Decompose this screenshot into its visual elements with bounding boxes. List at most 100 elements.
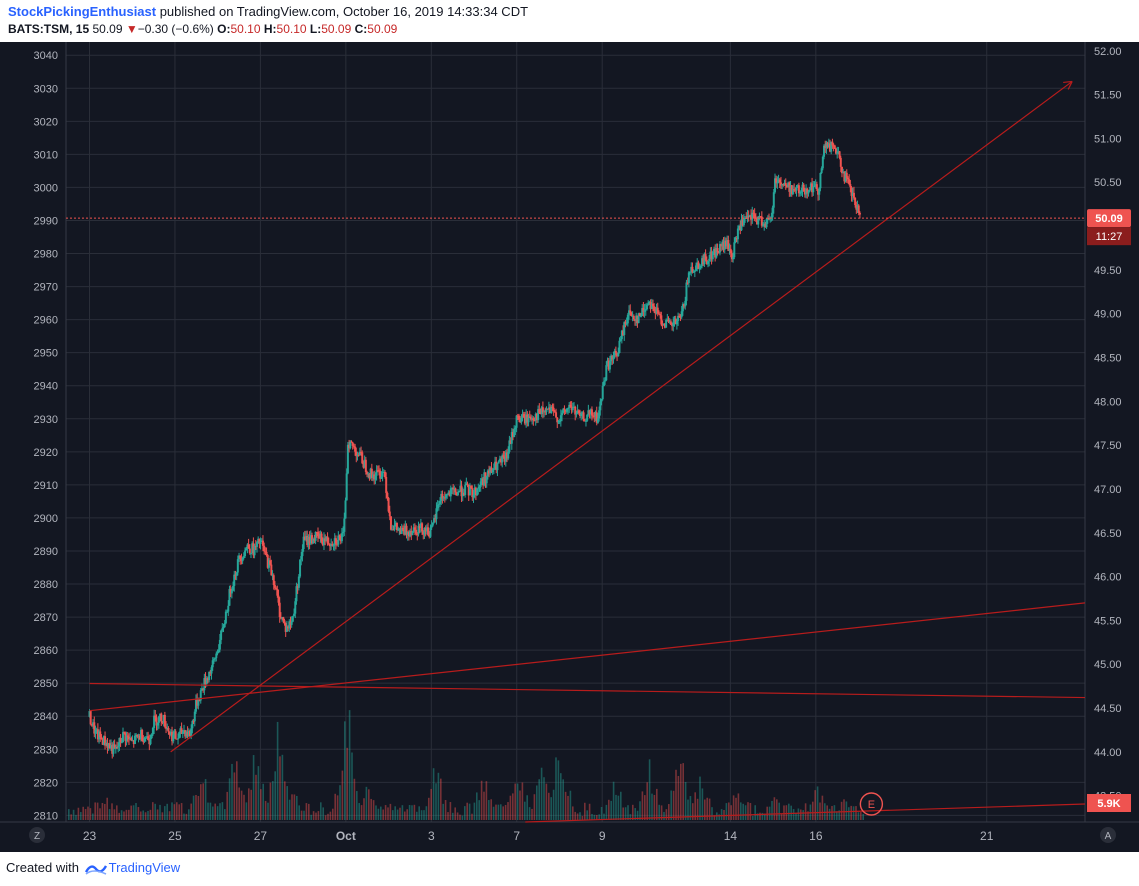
- candle-body: [558, 421, 561, 423]
- right-axis-tick-label: 46.00: [1094, 572, 1122, 584]
- volume-bar: [195, 794, 197, 820]
- candle-body: [534, 413, 537, 421]
- candle-body: [245, 548, 248, 551]
- candle-body: [424, 527, 427, 532]
- left-axis-tick-label: 2890: [34, 546, 58, 558]
- symbol-label[interactable]: BATS:TSM, 15: [8, 22, 90, 36]
- volume-bar: [123, 811, 125, 820]
- volume-bar: [641, 791, 644, 820]
- volume-bar: [128, 809, 130, 820]
- candle-body: [382, 471, 385, 473]
- candle-body: [836, 152, 839, 154]
- volume-bar: [725, 803, 728, 820]
- candle-body: [138, 735, 141, 740]
- volume-bar: [567, 795, 569, 820]
- candle-body: [266, 555, 269, 568]
- candle-body: [235, 572, 238, 576]
- right-axis-tick-label: 47.00: [1094, 484, 1122, 496]
- candle-body: [508, 440, 511, 452]
- candle-body: [400, 527, 403, 534]
- left-axis-tick-label: 3010: [34, 149, 58, 161]
- volume-bar: [377, 808, 380, 820]
- candle-body: [441, 493, 444, 499]
- candle-body: [401, 527, 404, 530]
- left-axis-tick-label: 3040: [34, 50, 58, 62]
- volume-bar: [488, 800, 490, 820]
- volume-bar: [387, 807, 389, 820]
- volume-bar: [339, 785, 341, 820]
- volume-bar: [797, 808, 800, 820]
- candle-body: [669, 321, 672, 325]
- candle-body: [216, 652, 219, 654]
- candle-body: [706, 261, 709, 264]
- candle-body: [616, 352, 619, 357]
- volume-bar: [260, 789, 262, 820]
- candle-body: [259, 541, 262, 545]
- volume-bar: [68, 809, 70, 820]
- volume-bar: [821, 795, 824, 820]
- author-link[interactable]: StockPickingEnthusiast: [8, 4, 157, 19]
- volume-bar: [305, 803, 308, 820]
- candle-body: [492, 468, 495, 471]
- candle-body: [838, 151, 841, 158]
- volume-bar: [560, 773, 562, 820]
- candle-body: [656, 307, 659, 314]
- left-axis-tick-label: 2910: [34, 480, 58, 492]
- volume-bar: [233, 772, 236, 820]
- volume-bar: [252, 755, 255, 820]
- candle-body: [501, 455, 504, 463]
- candle-body: [247, 544, 250, 549]
- candle-body: [817, 189, 820, 195]
- volume-bar: [300, 810, 303, 820]
- volume-bar: [461, 815, 464, 820]
- earnings-marker-label: E: [868, 799, 875, 811]
- candle-body: [772, 192, 775, 208]
- volume-bar: [370, 798, 372, 820]
- x-axis-tick-label: 21: [980, 829, 994, 843]
- candle-body: [568, 404, 571, 409]
- volume-bar: [766, 806, 768, 820]
- volume-bar: [212, 806, 214, 820]
- tradingview-link[interactable]: TradingView: [108, 860, 181, 875]
- candle-body: [405, 525, 408, 535]
- candle-body: [556, 417, 559, 423]
- candle-body: [629, 310, 632, 313]
- chart-frame[interactable]: 3040 3030 3020 3010 3000 2990 2980 2970 2960 2950…: [0, 42, 1139, 852]
- candle-body: [521, 413, 524, 418]
- candle-body: [101, 739, 104, 745]
- candle-body: [704, 254, 707, 260]
- price-chart[interactable]: 3040 3030 3020 3010 3000 2990 2980 2970 2960 2950…: [0, 42, 1139, 852]
- candle-body: [581, 412, 584, 414]
- volume-bar: [394, 806, 396, 820]
- volume-bar: [704, 799, 706, 820]
- candle-body: [848, 179, 851, 185]
- volume-bar: [238, 787, 240, 820]
- volume-bar: [125, 809, 128, 820]
- trendline: [525, 803, 1086, 823]
- candle-body: [831, 141, 834, 146]
- candle-body: [705, 259, 708, 264]
- volume-bar: [471, 813, 473, 820]
- candle-body: [116, 747, 119, 749]
- volume-bar: [706, 797, 708, 820]
- candle-body: [750, 215, 753, 220]
- right-axis-tick-label: 49.50: [1094, 265, 1122, 277]
- volume-bar: [646, 782, 648, 820]
- candle-body: [812, 186, 815, 193]
- candle-body: [271, 575, 274, 577]
- candle-body: [392, 529, 395, 531]
- volume-bar: [593, 814, 596, 820]
- candle-body: [746, 215, 749, 219]
- candle-body: [796, 185, 799, 187]
- right-axis-tick-label: 50.50: [1094, 177, 1122, 189]
- open-label: O:: [217, 22, 231, 36]
- candle-body: [397, 529, 400, 531]
- candle-body: [403, 529, 406, 535]
- candle-body: [104, 736, 107, 746]
- candle-body: [242, 556, 245, 558]
- candle-body: [815, 184, 818, 190]
- x-axis-tick-label: 25: [168, 829, 182, 843]
- candle-body: [717, 252, 720, 254]
- volume-bar: [130, 805, 132, 820]
- volume-bar: [274, 771, 276, 820]
